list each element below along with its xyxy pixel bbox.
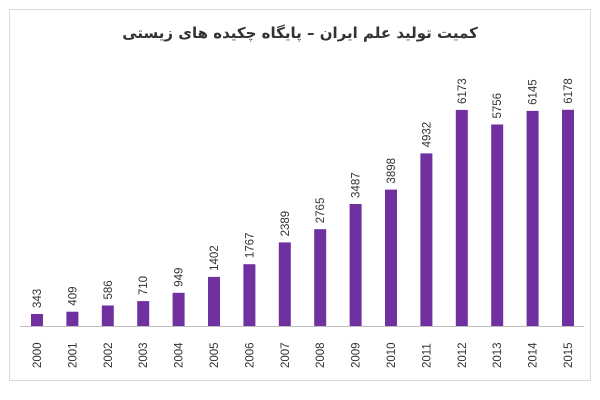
bar-2001 [66, 311, 79, 326]
bar-2011 [420, 153, 433, 326]
bar-2007 [278, 242, 291, 326]
x-tick-label-2001: 2001 [67, 342, 79, 368]
value-labels-group: 343 409 586 710 949 1402 1767 2389 2765 3487 3898 4… [32, 78, 575, 308]
x-tick-label-2007: 2007 [280, 342, 292, 368]
bar-2006 [243, 264, 256, 326]
value-label-2008: 2765 [315, 198, 327, 224]
bar-2003 [137, 301, 150, 326]
bar-2004 [172, 292, 185, 326]
value-label-2003: 710 [138, 276, 150, 295]
x-tick-label-2015: 2015 [563, 342, 575, 368]
x-tick-label-2009: 2009 [351, 342, 363, 368]
bar-2013 [491, 124, 504, 326]
x-tick-labels-group: 2000 2001 2002 2003 2004 2005 2006 2007 2008 2009… [32, 342, 575, 368]
value-label-2002: 586 [103, 280, 115, 299]
x-tick-label-2002: 2002 [103, 342, 115, 368]
value-label-2009: 3487 [351, 172, 363, 198]
x-tick-label-2003: 2003 [138, 342, 150, 368]
bar-2009 [349, 204, 362, 326]
value-label-2005: 1402 [209, 245, 221, 271]
bar-2014 [526, 110, 539, 327]
value-label-2006: 1767 [244, 233, 256, 259]
value-label-2004: 949 [174, 268, 186, 287]
value-label-2011: 4932 [421, 122, 433, 148]
x-tick-label-2006: 2006 [244, 342, 256, 368]
x-tick-label-2000: 2000 [32, 342, 44, 368]
bars-group [31, 109, 574, 327]
x-tick-label-2011: 2011 [421, 343, 433, 368]
bar-2002 [101, 305, 114, 326]
bar-2008 [314, 229, 327, 326]
value-label-2000: 343 [32, 289, 44, 308]
bar-2005 [208, 276, 220, 326]
value-label-2007: 2389 [280, 211, 292, 237]
x-tick-label-2014: 2014 [528, 342, 540, 368]
chart-title: کمیت تولید علم ایران – پایگاه چکیده های … [122, 24, 478, 42]
bar-2000 [31, 314, 43, 326]
x-tick-label-2005: 2005 [209, 342, 221, 368]
bar-2015 [562, 109, 574, 326]
bar-2010 [385, 189, 397, 326]
x-tick-label-2012: 2012 [457, 342, 469, 368]
x-tick-label-2013: 2013 [492, 342, 504, 368]
value-label-2010: 3898 [386, 158, 398, 184]
x-tick-label-2010: 2010 [386, 342, 398, 368]
value-label-2001: 409 [67, 286, 79, 305]
value-label-2015: 6178 [563, 78, 575, 104]
x-tick-label-2008: 2008 [315, 342, 327, 368]
value-label-2013: 5756 [492, 93, 504, 119]
x-tick-label-2004: 2004 [174, 342, 186, 368]
value-label-2012: 6173 [457, 78, 469, 104]
bar-2012 [455, 109, 468, 327]
value-label-2014: 6145 [528, 79, 540, 105]
